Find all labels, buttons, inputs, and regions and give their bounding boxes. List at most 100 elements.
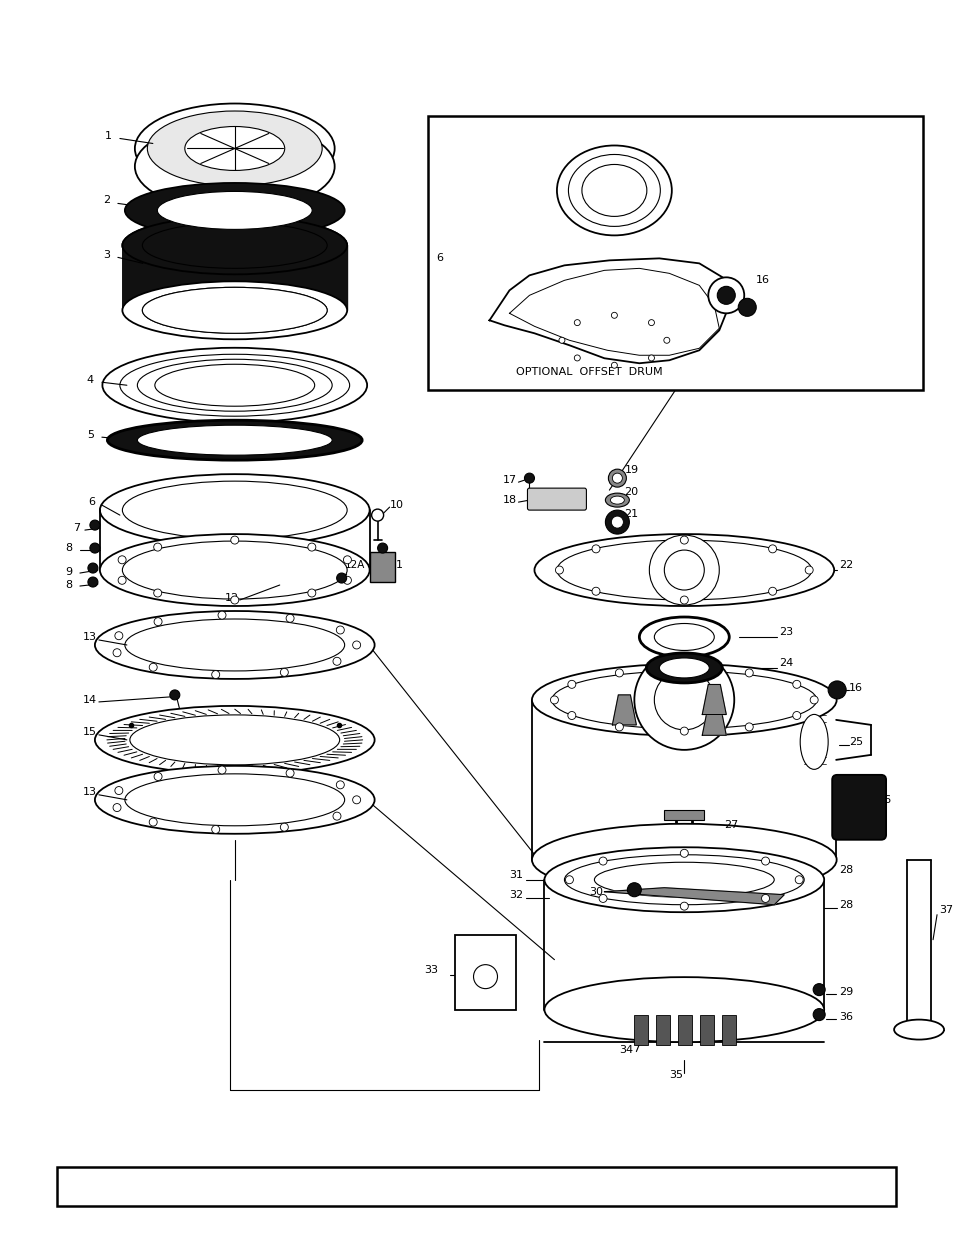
Text: 9: 9 [65,567,72,577]
Bar [721,1015,736,1045]
Circle shape [611,362,617,368]
Ellipse shape [564,855,803,905]
Text: 7: 7 [72,524,80,534]
Circle shape [212,671,219,678]
Circle shape [663,550,703,590]
Text: 1: 1 [105,131,112,142]
Text: 20: 20 [623,487,638,498]
Circle shape [654,669,714,730]
Text: 36: 36 [839,1011,852,1021]
Text: 13: 13 [83,787,97,797]
Text: 16: 16 [848,683,862,693]
Text: 18: 18 [502,495,517,505]
Circle shape [809,695,818,704]
Text: 27: 27 [723,820,738,830]
Circle shape [574,354,579,361]
Polygon shape [612,695,636,725]
Text: 29: 29 [839,987,853,997]
Circle shape [524,473,534,483]
Text: 13: 13 [83,632,97,642]
Circle shape [88,577,98,587]
Ellipse shape [94,611,375,679]
Circle shape [118,556,126,564]
Ellipse shape [120,354,350,416]
FancyBboxPatch shape [527,488,586,510]
Circle shape [567,711,576,720]
Text: 30: 30 [589,887,603,897]
Circle shape [343,556,351,564]
Circle shape [679,536,687,545]
Circle shape [286,614,294,622]
Ellipse shape [142,288,327,333]
Ellipse shape [122,216,347,274]
Circle shape [605,510,629,534]
Ellipse shape [534,534,833,606]
Ellipse shape [142,288,327,333]
Ellipse shape [154,364,314,406]
Circle shape [792,680,800,688]
Circle shape [648,320,654,326]
Ellipse shape [185,126,284,170]
Circle shape [280,668,288,677]
Circle shape [550,695,558,704]
Circle shape [353,795,360,804]
Bar [663,810,703,820]
Bar [369,552,395,582]
Ellipse shape [552,671,816,729]
Ellipse shape [122,541,347,599]
Text: 28: 28 [839,864,853,874]
Text: 26: 26 [876,795,890,805]
Circle shape [308,543,315,551]
Polygon shape [701,705,725,735]
Text: 19: 19 [623,466,638,475]
Bar [634,1015,648,1045]
Circle shape [611,312,617,319]
Circle shape [567,680,576,688]
Text: OPTIONAL  OFFSET  DRUM: OPTIONAL OFFSET DRUM [516,367,662,377]
Text: 3: 3 [103,251,110,261]
Circle shape [218,766,226,774]
Text: 4: 4 [87,375,94,385]
Circle shape [738,299,756,316]
Text: 12: 12 [225,593,238,603]
Ellipse shape [130,715,339,764]
Text: 33: 33 [424,965,438,974]
Ellipse shape [568,154,659,226]
Ellipse shape [557,540,811,600]
Circle shape [558,337,564,343]
Circle shape [218,611,226,619]
Circle shape [598,857,606,864]
Circle shape [114,787,123,794]
Circle shape [153,589,161,597]
Circle shape [679,664,687,673]
Text: 24: 24 [779,658,793,668]
Circle shape [88,563,98,573]
Polygon shape [489,258,728,363]
Ellipse shape [102,348,367,422]
Text: 8: 8 [65,543,72,553]
Ellipse shape [125,619,344,671]
Circle shape [795,876,802,884]
Text: 10: 10 [389,500,403,510]
Ellipse shape [544,847,823,913]
Ellipse shape [134,104,335,194]
Text: 21: 21 [623,509,638,519]
Circle shape [153,773,162,781]
Circle shape [608,469,626,487]
Ellipse shape [581,164,646,216]
Circle shape [231,597,238,604]
Circle shape [744,669,753,677]
Circle shape [153,618,162,626]
Ellipse shape [532,664,836,736]
Circle shape [627,883,640,897]
Circle shape [112,804,121,811]
Circle shape [679,902,687,910]
Ellipse shape [157,191,312,230]
Circle shape [343,577,351,584]
Circle shape [760,857,769,864]
Circle shape [679,597,687,604]
Ellipse shape [557,146,671,236]
Circle shape [114,632,123,640]
Circle shape [804,566,812,574]
Circle shape [615,669,622,677]
